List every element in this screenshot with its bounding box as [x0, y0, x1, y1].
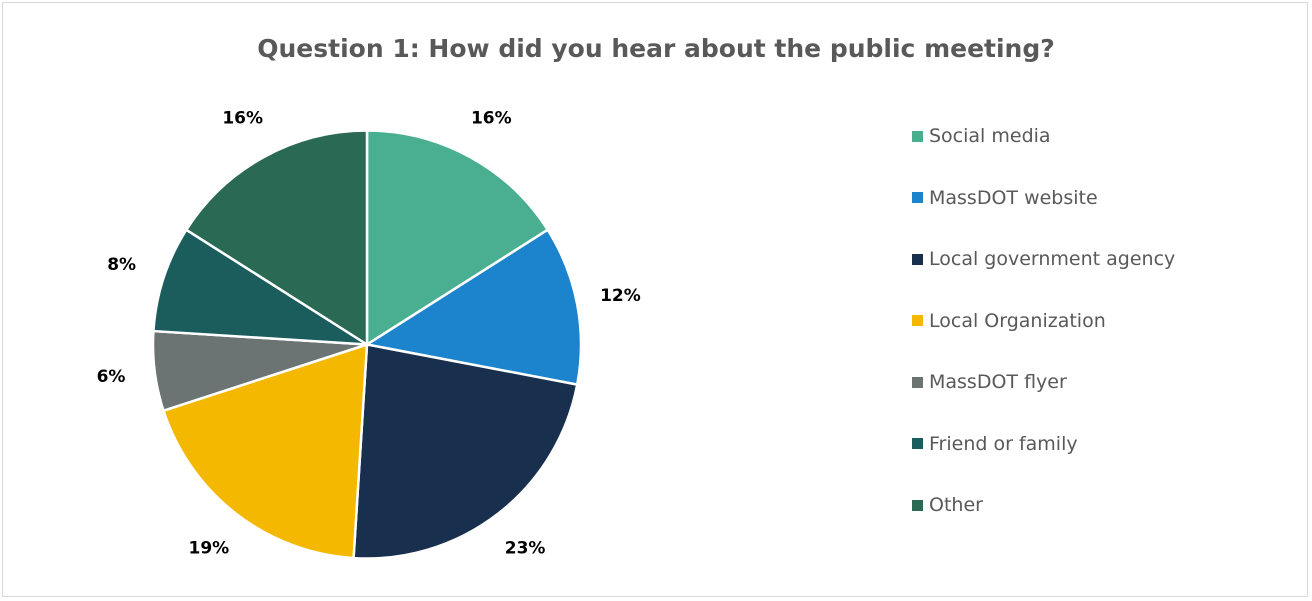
legend-item: MassDOT website [912, 180, 1175, 216]
legend-swatch [912, 376, 923, 388]
legend-swatch [912, 499, 923, 511]
legend-swatch [912, 315, 923, 326]
legend-swatch [912, 253, 923, 265]
legend-label: MassDOT flyer [929, 371, 1067, 393]
legend-item: Local Organization [912, 303, 1175, 339]
pie-slice-friend-or-family [152, 228, 369, 346]
chart-title: Question 1: How did you hear about the p… [257, 34, 1055, 63]
legend-label: Friend or family [929, 432, 1078, 455]
legend-swatch [912, 130, 923, 142]
legend-label: Local Organization [929, 309, 1106, 332]
pie-slice-social-media [365, 129, 549, 346]
data-label: 19% [189, 538, 230, 558]
pie-slice-local-government-agency [352, 343, 579, 560]
data-label: 16% [471, 108, 512, 128]
legend-swatch [912, 192, 923, 203]
pie-slice-massdot-website [365, 228, 583, 386]
data-label: 6% [97, 367, 126, 387]
legend-label: Social media [929, 125, 1051, 147]
legend-item: Other [912, 487, 1175, 523]
legend: Social media MassDOT website Local governm… [912, 118, 1175, 549]
legend-item: Local government agency [912, 241, 1175, 277]
data-label: 16% [222, 108, 263, 128]
legend-label: MassDOT website [929, 186, 1098, 209]
pie-slice-other [185, 129, 369, 346]
data-label: 8% [107, 255, 136, 275]
legend-swatch [912, 438, 923, 449]
legend-label: Local government agency [929, 248, 1176, 270]
legend-label: Other [929, 494, 983, 516]
data-label: 23% [505, 538, 546, 558]
data-label: 12% [600, 286, 641, 306]
legend-item: Friend or family [912, 426, 1175, 462]
legend-item: Social media [912, 118, 1175, 154]
legend-item: MassDOT flyer [912, 364, 1175, 400]
pie-slice-local-organization [162, 343, 369, 560]
